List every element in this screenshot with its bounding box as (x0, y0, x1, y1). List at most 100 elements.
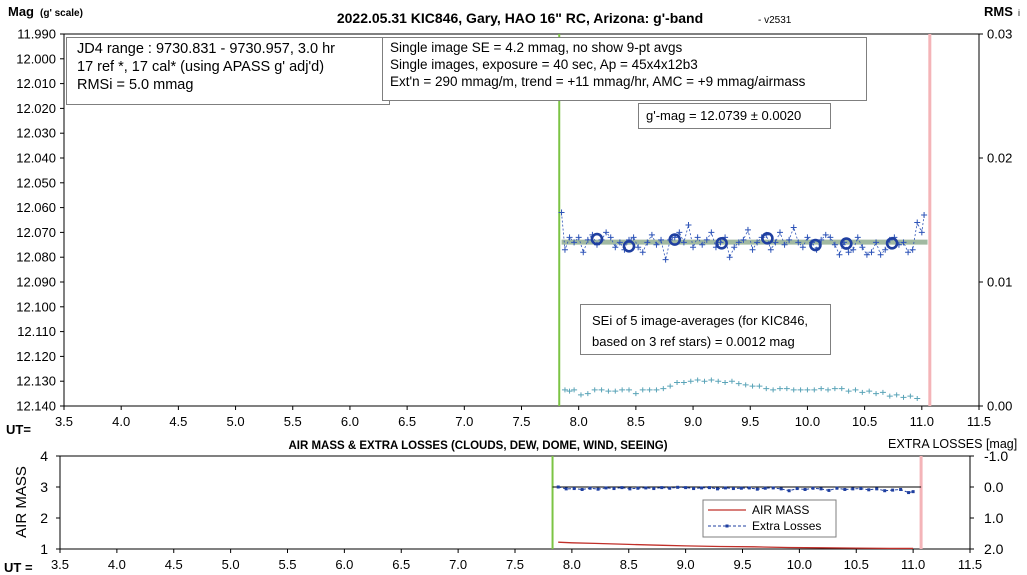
average-point (809, 238, 822, 252)
rms-point (742, 382, 749, 388)
rms-point (701, 378, 708, 384)
x-tick-label: 8.0 (563, 557, 581, 572)
single-image-point (685, 221, 692, 228)
y2-tick-label: 0.03 (987, 27, 1012, 42)
extra-losses-point (652, 487, 656, 491)
single-image-point (575, 234, 582, 241)
legend: AIR MASS Extra Losses (702, 499, 837, 538)
y2-axis-label: EXTRA LOSSES [mag] (888, 437, 1017, 451)
extinction-text: Ext'n = 290 mmag/m, trend = +11 mmag/hr,… (390, 73, 806, 89)
single-image-point (882, 246, 889, 253)
extra-losses-point (811, 486, 815, 490)
extra-losses-point (747, 486, 751, 490)
y-tick-label: 12.100 (16, 299, 56, 314)
single-image-point (767, 246, 774, 253)
legend-air-mass-label: AIR MASS (752, 503, 809, 517)
single-image-point (635, 244, 642, 251)
single-image-point (612, 244, 619, 251)
single-image-point (836, 251, 843, 258)
rms-point (660, 386, 667, 392)
y2-tick-label: 0.01 (987, 275, 1012, 290)
rms-point (859, 389, 866, 395)
y-tick-label: 12.000 (16, 51, 56, 66)
legend-extra-losses-marker (725, 524, 729, 528)
y-tick-label: 12.090 (16, 275, 56, 290)
y-axis-label: Mag (8, 4, 34, 19)
single-image-point (845, 249, 852, 256)
single-image-point (680, 239, 687, 246)
y2-axis-label: RMS (984, 4, 1013, 19)
rms-point (900, 394, 907, 400)
rms-point (646, 387, 653, 393)
rms-point (893, 392, 900, 398)
single-image-point (658, 236, 665, 243)
rms-point (873, 391, 880, 397)
rms-point (818, 386, 825, 392)
rms-point (845, 388, 852, 394)
single-image-point (561, 246, 568, 253)
single-image-point (799, 244, 806, 251)
x-tick-label: 3.5 (51, 557, 69, 572)
x-tick-label: 6.0 (341, 414, 359, 429)
rms-point (783, 386, 790, 392)
x-tick-label: 10.0 (787, 557, 812, 572)
image-info-box: Single image SE = 4.2 mmag, no show 9-pt… (382, 37, 867, 101)
rms-point (674, 379, 681, 385)
extra-losses-point (604, 486, 608, 490)
extra-losses-point (827, 488, 831, 492)
single-image-point (909, 246, 916, 253)
extra-losses-point (835, 486, 839, 490)
single-image-point (850, 246, 857, 253)
rms-point (566, 388, 573, 394)
extra-losses-line (558, 486, 914, 494)
chart-title: AIR MASS & EXTRA LOSSES (CLOUDS, DEW, DO… (288, 440, 667, 452)
rms-point (694, 377, 701, 383)
x-axis-label: UT= (6, 422, 31, 437)
rms-point (715, 378, 722, 384)
single-image-point (854, 234, 861, 241)
extra-losses-point (911, 490, 915, 494)
x-axis-label: UT = (4, 560, 33, 575)
extra-losses-point (684, 486, 688, 490)
sei-line-1: SEi of 5 image-averages (for KIC846, (592, 313, 809, 328)
extra-losses-point (692, 487, 696, 491)
single-image-point (918, 229, 925, 236)
single-image-point (804, 234, 811, 241)
x-tick-label: 5.5 (278, 557, 296, 572)
y-tick-label: 12.040 (16, 151, 56, 166)
extra-losses-point (843, 487, 847, 491)
rms-point (831, 386, 838, 392)
sei-box: SEi of 5 image-averages (for KIC846, bas… (580, 304, 831, 355)
extra-losses-point (899, 487, 903, 491)
rms-point (680, 379, 687, 385)
single-image-point (708, 229, 715, 236)
single-image-point (754, 239, 761, 246)
single-image-point (703, 236, 710, 243)
rms-point (907, 393, 914, 399)
rms-point (577, 392, 584, 398)
single-image-point (749, 246, 756, 253)
jd-info-box: JD4 range : 9730.831 - 9730.957, 3.0 hr … (66, 37, 390, 105)
rms-point (735, 381, 742, 387)
rms-point (866, 388, 873, 394)
single-image-point (877, 251, 884, 258)
rms-point (825, 387, 832, 393)
y-tick-label: 12.030 (16, 126, 56, 141)
single-image-point (873, 239, 880, 246)
y-tick-label: 12.060 (16, 200, 56, 215)
rms-point (914, 396, 921, 402)
x-tick-label: 5.0 (227, 414, 245, 429)
extra-losses-point (739, 486, 743, 490)
single-image-point (717, 239, 724, 246)
rms-point (653, 387, 660, 393)
extra-losses-point (564, 487, 568, 491)
average-point (840, 237, 853, 250)
single-image-point (644, 239, 651, 246)
y-tick-label: 12.120 (16, 349, 56, 364)
x-tick-label: 10.0 (795, 414, 820, 429)
y-tick-label: 12.110 (17, 324, 56, 339)
rms-point (790, 387, 797, 393)
single-image-point (607, 234, 614, 241)
x-tick-label: 9.0 (684, 414, 702, 429)
exposure-text: Single images, exposure = 40 sec, Ap = 4… (390, 56, 698, 72)
